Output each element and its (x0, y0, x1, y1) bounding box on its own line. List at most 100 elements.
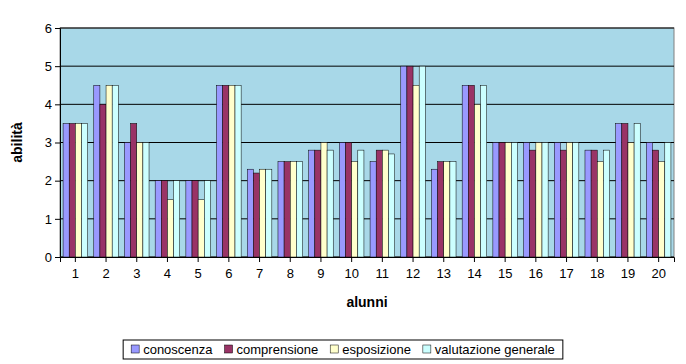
tick: 6 (45, 21, 60, 36)
bar (524, 143, 530, 258)
tick-label: 11 (376, 266, 390, 281)
bar (438, 162, 444, 257)
bar (388, 154, 394, 257)
bar (94, 85, 100, 257)
bar (174, 181, 180, 257)
tick: 10 (344, 257, 358, 281)
tick-mark (55, 66, 60, 67)
bar (229, 85, 235, 257)
bar (327, 150, 333, 257)
tick-mark (597, 257, 598, 262)
grid-line (60, 180, 674, 181)
tick: 7 (256, 257, 263, 281)
bar (339, 143, 345, 258)
tick-label: 8 (287, 266, 294, 281)
tick-mark (351, 257, 352, 262)
tick-label: 16 (529, 266, 543, 281)
grid-line (60, 28, 674, 29)
bar (474, 104, 480, 257)
series (75, 85, 664, 257)
bar (370, 162, 376, 257)
tick-label: 5 (195, 266, 202, 281)
bar (284, 162, 290, 257)
bar (542, 143, 548, 258)
bar (143, 143, 149, 258)
tick-label: 5 (45, 59, 52, 74)
bar (536, 143, 542, 258)
tick-mark (167, 257, 168, 262)
bar (413, 85, 419, 257)
chart: 01234561234567891011121314151617181920al… (0, 0, 686, 364)
tick-mark (55, 104, 60, 105)
bar (131, 123, 137, 257)
tick-label: 2 (102, 266, 109, 281)
tick: 2 (102, 257, 109, 281)
tick: 12 (406, 257, 420, 281)
legend-label: conoscenza (143, 342, 213, 357)
tick-label: 4 (164, 266, 171, 281)
tick-label: 15 (498, 266, 512, 281)
bar (511, 143, 517, 258)
tick-mark (505, 257, 506, 262)
tick: 15 (498, 257, 512, 281)
tick-mark (55, 181, 60, 182)
bar (260, 169, 266, 257)
tick: 19 (621, 257, 635, 281)
tick-mark (259, 257, 260, 262)
x-axis-title: alunni (346, 294, 387, 310)
tick-label: 3 (45, 135, 52, 150)
bar (235, 85, 241, 257)
bar (462, 85, 468, 257)
tick-mark (290, 257, 291, 262)
legend-item: esposizione (330, 342, 411, 357)
grid-line (60, 142, 674, 143)
tick: 0 (45, 250, 60, 265)
bar (223, 85, 229, 257)
tick-mark (382, 257, 383, 262)
bar (431, 169, 437, 257)
tick-label: 6 (45, 21, 52, 36)
bar (382, 150, 388, 257)
bars (63, 66, 671, 257)
tick-label: 20 (651, 266, 665, 281)
bar (106, 85, 112, 257)
bar (198, 200, 204, 257)
bar (499, 143, 505, 258)
x-axis: 1234567891011121314151617181920 (61, 257, 675, 281)
tick: 14 (467, 257, 481, 281)
tick-label: 4 (45, 97, 52, 112)
tick: 20 (651, 257, 665, 281)
legend-label: valutazione generale (435, 342, 555, 357)
tick-mark (413, 257, 414, 262)
tick-label: 19 (621, 266, 635, 281)
tick-label: 3 (133, 266, 140, 281)
bar (204, 181, 210, 257)
bar (628, 143, 634, 258)
tick-label: 0 (45, 250, 52, 265)
plot-background (60, 28, 674, 257)
tick-label: 7 (256, 266, 263, 281)
bar (646, 143, 652, 258)
bar (401, 66, 407, 257)
tick-mark (136, 257, 137, 262)
bar (192, 181, 198, 257)
legend-swatch (225, 345, 233, 353)
legend-item: valutazione generale (423, 342, 555, 357)
bar (603, 150, 609, 257)
bar (659, 162, 665, 257)
tick-mark (75, 257, 76, 262)
bar (278, 162, 284, 257)
legend-box (123, 340, 563, 359)
bar (376, 150, 382, 257)
bar (554, 143, 560, 258)
axis-line (61, 258, 675, 263)
legend: conoscenzacomprensioneesposizionevalutaz… (123, 340, 563, 359)
bar (585, 150, 591, 257)
tick: 9 (317, 257, 324, 281)
tick-mark (474, 257, 475, 262)
axis-line (55, 29, 61, 258)
tick-mark (55, 28, 60, 29)
bar (560, 150, 566, 257)
bar (266, 169, 272, 257)
bar (315, 150, 321, 257)
